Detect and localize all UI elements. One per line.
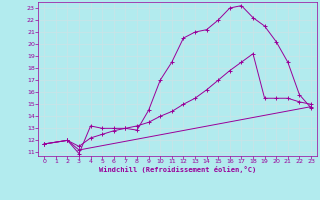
X-axis label: Windchill (Refroidissement éolien,°C): Windchill (Refroidissement éolien,°C) <box>99 166 256 173</box>
